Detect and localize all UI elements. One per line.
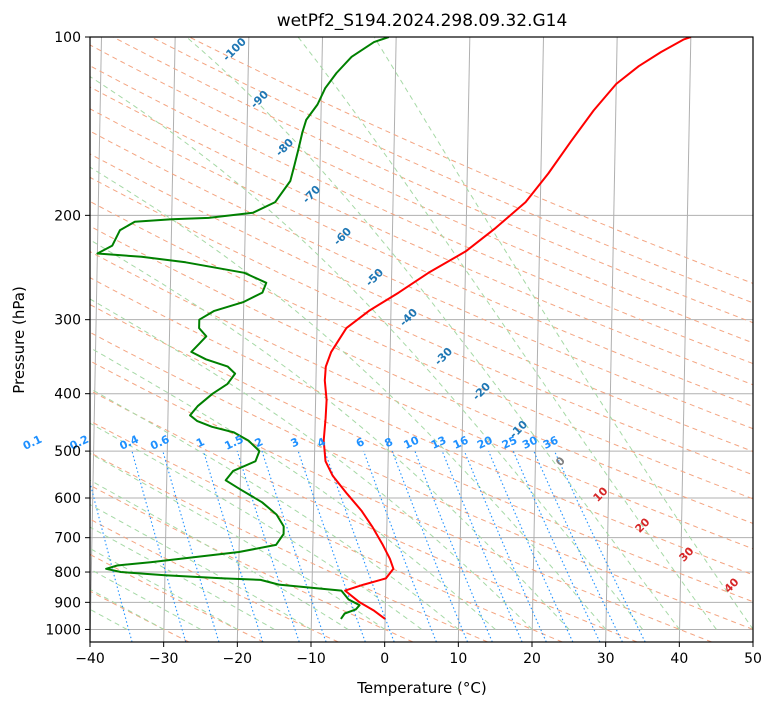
mixing-ratio-line xyxy=(202,450,264,642)
dry-adiabat-line xyxy=(90,389,638,642)
dry-adiabat-line xyxy=(90,153,753,453)
moist-adiabat-line xyxy=(90,166,607,630)
mixing-ratio-line xyxy=(391,450,469,642)
moist-adiabat-line xyxy=(297,37,717,630)
plot-frame xyxy=(89,36,754,643)
dry-adiabat-line xyxy=(90,590,190,642)
dry-adiabat-line xyxy=(90,44,753,344)
mixing-ratio-label: 16 xyxy=(451,433,471,451)
isotherm-line xyxy=(310,37,323,642)
mixing-ratio-line xyxy=(90,480,133,642)
dry-adiabat-line xyxy=(150,37,753,304)
temperature-profile-line xyxy=(322,37,692,620)
isotherm-line xyxy=(236,37,250,642)
mixing-ratio-line xyxy=(162,450,220,642)
mixing-ratio-line xyxy=(363,450,437,642)
mixing-ratio-label: 36 xyxy=(541,433,561,451)
isotherm-line xyxy=(384,37,397,642)
mixing-ratio-line xyxy=(297,450,366,642)
dry-adiabat-line xyxy=(90,108,753,407)
y-axis-ticks: 100 200 300 400 500 600 700 800 900 1000 xyxy=(45,30,90,638)
moist-adiabat-line xyxy=(90,239,570,630)
dry-adiabat-line xyxy=(90,86,753,386)
y-tick-label: 700 xyxy=(54,531,81,547)
y-tick-label: 100 xyxy=(54,30,81,46)
isotherm-line xyxy=(163,37,176,642)
mixing-ratio-line xyxy=(236,450,300,642)
y-tick-label: 200 xyxy=(54,208,81,224)
y-tick-label: 1000 xyxy=(45,622,81,638)
mixing-ratio-label: 25 xyxy=(500,434,519,452)
y-tick-label: 800 xyxy=(54,565,81,581)
mixing-ratio-line xyxy=(414,450,493,642)
y-tick-label: 400 xyxy=(54,387,81,403)
mixing-ratio-label: 20 xyxy=(475,433,495,451)
mixing-ratio-label: 0.1 xyxy=(21,433,44,453)
x-tick-label: 20 xyxy=(523,651,541,667)
chart-title: wetPf2_S194.2024.298.09.32.G14 xyxy=(277,11,568,31)
y-tick-label: 600 xyxy=(54,491,81,507)
dry-adiabat-line xyxy=(90,225,753,525)
moist-adiabat-line xyxy=(90,387,459,630)
dry-adiabat-line xyxy=(189,37,753,284)
mixing-ratio-line xyxy=(131,450,187,642)
mixing-ratio-line xyxy=(261,450,327,642)
dry-adiabat-line xyxy=(90,251,753,550)
y-tick-label: 500 xyxy=(54,444,81,460)
x-tick-label: −20 xyxy=(223,651,253,667)
moist-adiabat-line xyxy=(186,37,680,630)
dewpoint-profile-line xyxy=(96,37,390,620)
dry-adiabat-line xyxy=(90,200,753,500)
mixing-ratio-line xyxy=(441,450,523,642)
moist-adiabat-line xyxy=(90,75,644,630)
moist-adiabat-line xyxy=(90,526,275,630)
x-axis-label: Temperature (°C) xyxy=(356,679,486,697)
moist-adiabat-line xyxy=(90,504,312,630)
mixing-ratio-label: 10 xyxy=(402,433,422,451)
dry-adiabat-line xyxy=(90,331,753,630)
moist-adiabat-line xyxy=(373,37,753,630)
x-tick-label: −10 xyxy=(296,651,326,667)
series-layer xyxy=(96,37,692,620)
mixing-ratio-line xyxy=(463,450,547,642)
isotherm-line xyxy=(752,615,753,642)
plot-area xyxy=(90,37,753,642)
y-tick-label: 900 xyxy=(54,595,81,611)
isotherm-line xyxy=(605,37,618,642)
mixing-ratio-label: 30 xyxy=(520,433,540,451)
isotherm-line xyxy=(457,37,471,642)
x-tick-label: −40 xyxy=(75,651,105,667)
isotherm-line xyxy=(678,37,692,642)
background-lines xyxy=(90,37,753,642)
dry-adiabat-line xyxy=(90,304,753,603)
x-tick-label: 50 xyxy=(744,651,762,667)
y-tick-label: 300 xyxy=(54,313,81,329)
x-tick-label: 0 xyxy=(380,651,389,667)
isotherm-line xyxy=(90,37,102,642)
moist-adiabat-line xyxy=(90,347,496,630)
mixing-ratio-label: 13 xyxy=(429,434,448,452)
moist-adiabat-line xyxy=(90,452,386,630)
y-axis-label: Pressure (hPa) xyxy=(10,286,28,394)
x-tick-label: 10 xyxy=(449,651,467,667)
dry-adiabat-line xyxy=(90,484,414,642)
x-tick-label: 30 xyxy=(597,651,615,667)
x-axis-ticks: −40 −30 −20 −10 0 10 20 30 40 50 xyxy=(75,642,762,667)
dry-adiabat-line xyxy=(90,360,712,642)
x-tick-label: −30 xyxy=(149,651,179,667)
x-tick-label: 40 xyxy=(670,651,688,667)
